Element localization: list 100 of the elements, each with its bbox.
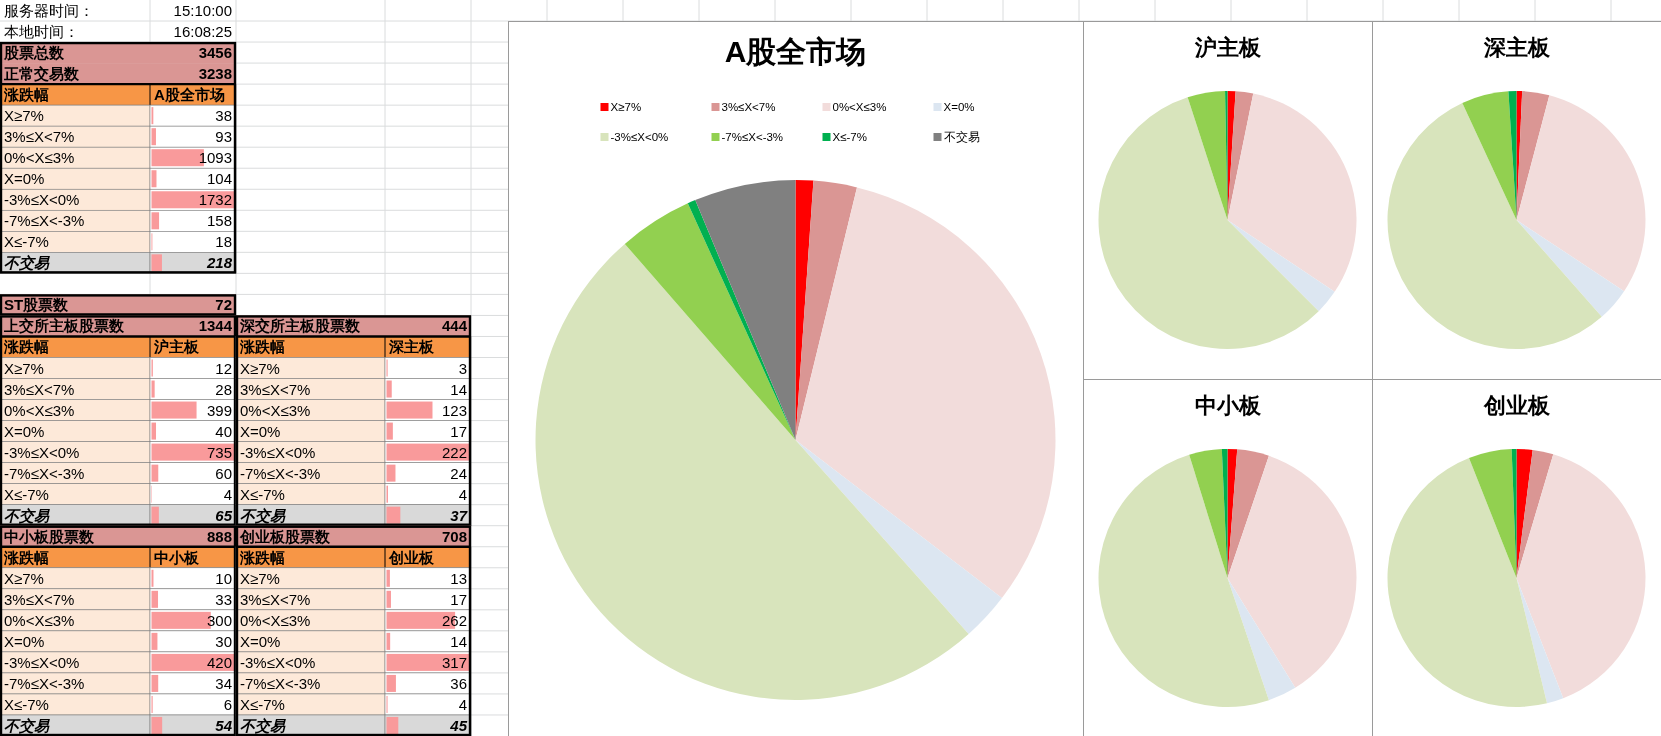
data-label: 4 [458, 695, 467, 713]
data-label: 4 [223, 485, 232, 503]
data-label: 3 [458, 359, 467, 377]
y-tick-label: X≤-7% [240, 695, 285, 713]
y-tick-label: X≥7% [240, 569, 280, 587]
y-tick-label: 不交易 [240, 716, 286, 734]
y-tick-label: -3%≤X<0% [4, 443, 80, 461]
data-label: 45 [449, 716, 468, 734]
y-tick-label: -3%≤X<0% [240, 653, 316, 671]
text: 1344 [198, 317, 233, 335]
data-label: 262 [441, 611, 467, 629]
data-label: 6 [223, 695, 232, 713]
data-label: 18 [215, 233, 232, 251]
data-label: 38 [215, 107, 232, 125]
data-label: 40 [215, 422, 232, 440]
data-label: 12 [215, 359, 232, 377]
y-tick-label: X=0% [4, 170, 45, 188]
data-label: 104 [206, 170, 232, 188]
y-tick-label: X≤-7% [4, 485, 49, 503]
y-tick-label: -3%≤X<0% [4, 191, 80, 209]
y-tick-label: X≤-7% [240, 485, 285, 503]
text: 本地时间： [4, 23, 79, 41]
y-tick-label: X≥7% [240, 359, 280, 377]
data-label: 17 [450, 590, 467, 608]
data-label: 36 [450, 674, 467, 692]
text: 创业板股票数 [239, 527, 331, 545]
y-tick-label: -7%≤X<-3% [4, 674, 85, 692]
data-label: 1093 [198, 149, 232, 167]
y-tick-label: 0%<X≤3% [4, 401, 75, 419]
data-label: 93 [215, 128, 232, 146]
y-tick-label: -7%≤X<-3% [240, 674, 321, 692]
text: 股票总数 [3, 44, 65, 62]
y-tick-label: 3%≤X<7% [240, 380, 311, 398]
y-tick-label: 3%≤X<7% [4, 128, 75, 146]
data-label: 13 [450, 569, 467, 587]
y-tick-label: X=0% [4, 632, 45, 650]
data-label: 735 [206, 443, 232, 461]
data-label: 317 [441, 653, 467, 671]
legend-label: X≤-7% [832, 131, 867, 143]
text: 中小板股票数 [4, 527, 95, 545]
y-tick-label: 3%≤X<7% [4, 590, 75, 608]
data-label: 420 [206, 653, 232, 671]
data-label: 54 [215, 716, 233, 734]
y-tick-label: X≥7% [4, 107, 44, 125]
text: ST股票数 [4, 296, 70, 314]
y-tick-label: -3%≤X<0% [240, 443, 316, 461]
text: 888 [206, 527, 232, 545]
y-tick-label: X≤-7% [4, 695, 49, 713]
text: 15:10:00 [173, 2, 232, 20]
data-label: 123 [441, 401, 467, 419]
text: 深交所主板股票数 [239, 317, 361, 335]
y-tick-label: 不交易 [240, 506, 286, 524]
data-label: 24 [450, 464, 467, 482]
legend-label: X≥7% [610, 101, 642, 113]
data-label: 33 [215, 590, 232, 608]
title: A股全市场 [724, 34, 867, 68]
y-tick-label: X≥7% [4, 359, 44, 377]
text: 正常交易数 [3, 65, 80, 83]
y-tick-label: 不交易 [4, 506, 50, 524]
y-tick-label: X≥7% [4, 569, 44, 587]
y-tick-label: 3%≤X<7% [4, 380, 75, 398]
legend-label: 3%≤X<7% [721, 101, 776, 113]
data-label: 60 [215, 464, 232, 482]
y-tick-label: X=0% [4, 422, 45, 440]
text: 服务器时间： [4, 2, 94, 20]
y-tick-label: X=0% [240, 422, 281, 440]
data-label: 65 [215, 506, 233, 524]
data-label: 14 [450, 632, 467, 650]
title: 中小板 [1194, 392, 1261, 418]
text: 3456 [198, 44, 232, 62]
data-label: 158 [206, 212, 232, 230]
y-tick-label: 不交易 [4, 254, 50, 272]
data-label: 4 [458, 485, 467, 503]
data-label: 17 [450, 422, 467, 440]
title: 创业板 [1483, 392, 1550, 418]
y-tick-label: X=0% [240, 632, 281, 650]
text: 16:08:25 [173, 23, 232, 41]
data-label: 34 [215, 674, 232, 692]
data-label: 399 [206, 401, 232, 419]
data-label: 30 [215, 632, 232, 650]
title: 沪主板 [1194, 34, 1261, 60]
data-label: 300 [206, 611, 232, 629]
y-tick-label: -7%≤X<-3% [4, 212, 85, 230]
data-label: 14 [450, 380, 467, 398]
text: 72 [215, 296, 232, 314]
text: 444 [441, 317, 468, 335]
legend-label: X=0% [943, 101, 975, 113]
y-tick-label: -7%≤X<-3% [240, 464, 321, 482]
legend-label: 0%<X≤3% [832, 101, 887, 113]
text: 3238 [198, 65, 232, 83]
data-label: 218 [205, 254, 233, 272]
data-label: 37 [450, 506, 468, 524]
data-label: 1732 [198, 191, 232, 209]
title: 深主板 [1483, 34, 1550, 60]
y-tick-label: 3%≤X<7% [240, 590, 311, 608]
y-tick-label: 0%<X≤3% [240, 401, 311, 419]
data-label: 222 [441, 443, 467, 461]
y-tick-label: 0%<X≤3% [240, 611, 311, 629]
y-tick-label: 0%<X≤3% [4, 611, 75, 629]
text: 708 [441, 527, 467, 545]
